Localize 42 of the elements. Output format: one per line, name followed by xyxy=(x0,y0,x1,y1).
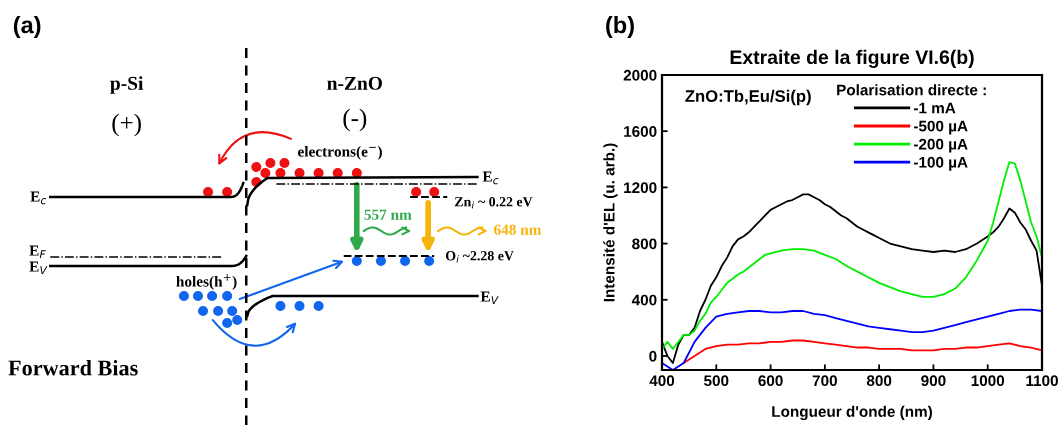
text: O$_{i}$ ~2.28 eV xyxy=(445,251,514,263)
x-tick-label: 600 xyxy=(758,375,783,387)
text: n-ZnO xyxy=(327,76,382,90)
annotation: ZnO:Tb,Eu/Si(p) xyxy=(685,89,811,106)
text: E$_{V}$ xyxy=(480,291,499,305)
legend-label: -1 mA xyxy=(913,102,956,114)
legend-label: -200 µA xyxy=(913,138,968,153)
y-tick-label: 1200 xyxy=(624,182,657,194)
x-tick-label: 1000 xyxy=(971,375,1005,387)
text: (a) xyxy=(13,16,41,38)
text: (+) xyxy=(112,113,141,137)
legend-label: -100 µA xyxy=(913,156,968,171)
x-tick-label: 500 xyxy=(704,375,729,387)
legend-title: Polarisation directe : xyxy=(837,84,986,96)
text: Forward Bias xyxy=(8,359,138,376)
x-tick-label: 900 xyxy=(921,375,946,387)
text: (-) xyxy=(343,108,367,132)
text: 557 nm xyxy=(364,209,412,220)
line-series xyxy=(682,339,1042,364)
text: E$_{c}$ xyxy=(30,191,47,205)
text: E$_{c}$ xyxy=(482,171,499,185)
x-tick-label: 800 xyxy=(866,375,892,387)
text: E$_{V}$ xyxy=(29,261,48,275)
text: (b) xyxy=(606,16,634,38)
x-tick-label: 400 xyxy=(649,375,675,387)
text: holes(h$^{+}$) xyxy=(176,273,237,290)
text: electrons(e$^{−}$) xyxy=(298,145,382,160)
text: Zn$_{i}$ ~ 0.22 eV xyxy=(454,197,533,209)
text: E$_{F}$ xyxy=(29,245,46,259)
y-tick-label: 800 xyxy=(632,238,657,250)
x-axis-title: Longueur d'onde (nm) xyxy=(772,405,932,421)
x-tick-label: 700 xyxy=(812,375,837,387)
text: 648 nm xyxy=(494,224,542,235)
legend-label: -500 µA xyxy=(913,120,968,135)
y-tick-label: 400 xyxy=(631,294,657,306)
y-tick-label: 0 xyxy=(649,350,657,362)
y-tick-label: 2000 xyxy=(623,69,657,81)
text: p-Si xyxy=(110,76,144,94)
chart-title: Extraite de la figure VI.6(b) xyxy=(730,49,974,69)
y-axis-title: Intensité d'EL (u. arb.) xyxy=(603,143,618,302)
y-tick-label: 1600 xyxy=(624,126,657,137)
x-tick-label: 1100 xyxy=(1026,375,1058,387)
